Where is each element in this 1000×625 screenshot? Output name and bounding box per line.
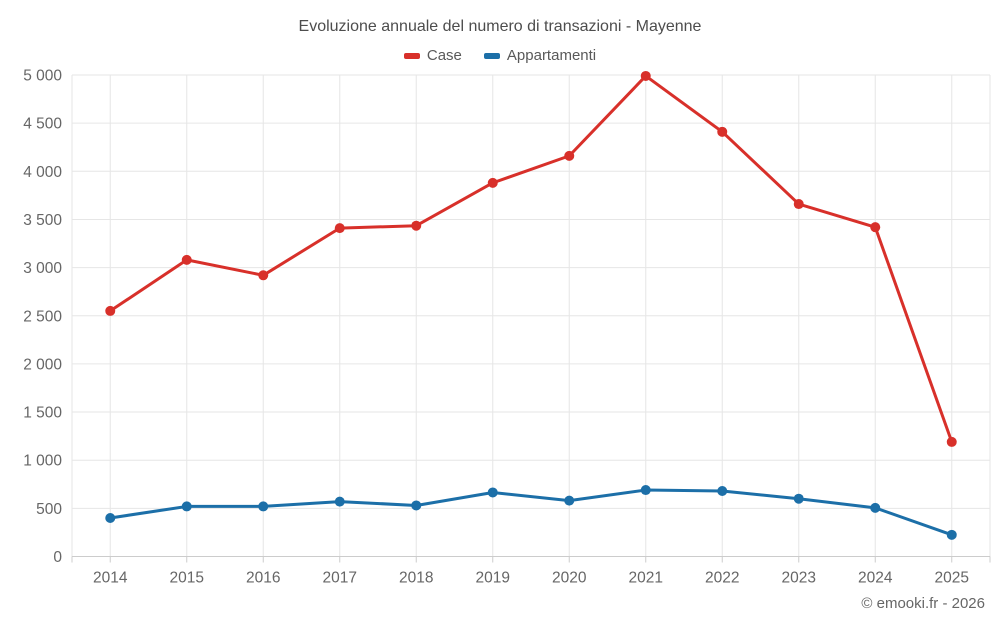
data-point-appartamenti-2016[interactable] [258, 501, 269, 512]
y-axis-label: 500 [36, 501, 62, 518]
x-axis-label: 2020 [552, 570, 587, 587]
x-axis-label: 2018 [399, 570, 433, 587]
data-point-appartamenti-2024[interactable] [870, 502, 881, 513]
data-point-case-2014[interactable] [105, 305, 116, 316]
y-axis-label: 3 500 [23, 212, 62, 229]
data-point-case-2017[interactable] [334, 223, 345, 234]
x-axis-label: 2024 [858, 570, 893, 587]
x-axis-label: 2025 [935, 570, 969, 587]
x-axis-label: 2014 [93, 570, 128, 587]
data-point-appartamenti-2018[interactable] [411, 500, 422, 511]
y-axis-label: 0 [53, 549, 62, 566]
legend-item-appartamenti[interactable]: Appartamenti [483, 47, 597, 65]
x-axis-label: 2021 [629, 570, 663, 587]
data-point-appartamenti-2017[interactable] [334, 496, 345, 507]
data-point-case-2016[interactable] [258, 270, 269, 281]
legend-item-case[interactable]: Case [403, 47, 462, 65]
data-point-appartamenti-2021[interactable] [640, 485, 651, 496]
x-axis-label: 2022 [705, 570, 739, 587]
data-point-appartamenti-2019[interactable] [487, 487, 498, 498]
x-axis-label: 2017 [323, 570, 357, 587]
y-axis-label: 1 000 [23, 453, 62, 470]
x-axis-label: 2015 [170, 570, 204, 587]
copyright-text: © emooki.fr - 2026 [861, 595, 985, 612]
data-point-case-2025[interactable] [946, 436, 957, 447]
y-axis-label: 4 000 [23, 164, 62, 181]
y-axis-label: 3 000 [23, 260, 62, 277]
data-point-case-2023[interactable] [793, 199, 804, 210]
chart-title: Evoluzione annuale del numero di transaz… [298, 18, 702, 35]
legend-label-appartamenti: Appartamenti [506, 47, 597, 64]
x-axis-label: 2023 [782, 570, 816, 587]
data-point-case-2021[interactable] [640, 70, 651, 81]
legend-label-case: Case [426, 47, 462, 64]
data-point-appartamenti-2020[interactable] [564, 495, 575, 506]
series-line-appartamenti [108, 488, 954, 537]
data-point-appartamenti-2015[interactable] [181, 501, 192, 512]
x-axis-label: 2019 [476, 570, 510, 587]
appartamenti-series-swatch [483, 53, 500, 59]
data-point-appartamenti-2023[interactable] [793, 493, 804, 504]
x-axis-label: 2016 [246, 570, 280, 587]
data-point-case-2022[interactable] [717, 126, 728, 137]
y-axis-label: 4 500 [23, 116, 62, 133]
data-point-case-2024[interactable] [870, 222, 881, 233]
y-axis-label: 1 500 [23, 405, 62, 422]
data-point-case-2019[interactable] [487, 177, 498, 188]
data-point-appartamenti-2022[interactable] [717, 486, 728, 497]
data-point-case-2020[interactable] [564, 150, 575, 161]
data-point-appartamenti-2014[interactable] [105, 512, 116, 523]
y-axis-label: 2 500 [23, 308, 62, 325]
y-axis-label: 2 000 [23, 356, 62, 373]
data-point-case-2018[interactable] [411, 220, 422, 231]
data-point-appartamenti-2025[interactable] [946, 529, 957, 540]
case-series-swatch [403, 53, 420, 59]
y-axis-label: 5 000 [23, 68, 62, 85]
series-line-case [108, 74, 954, 444]
legend: Case Appartamenti [0, 47, 1000, 65]
data-point-case-2015[interactable] [181, 254, 192, 265]
